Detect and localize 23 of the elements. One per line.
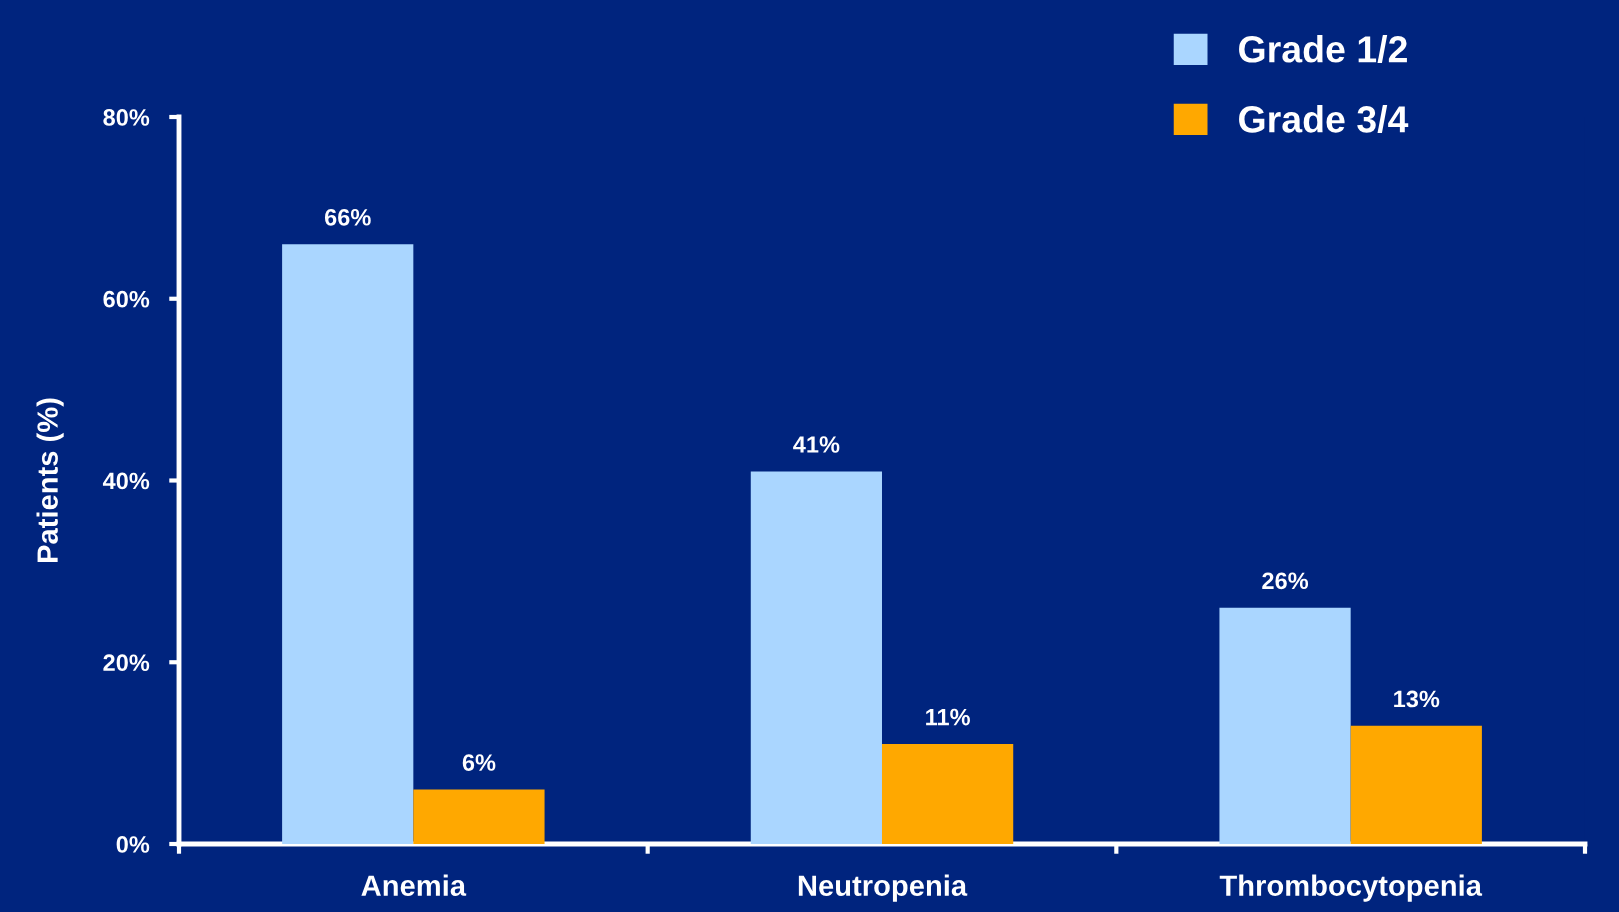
x-tick-label: Anemia bbox=[361, 874, 467, 896]
x-tick-label: Thrombocytopenia bbox=[1219, 874, 1483, 902]
y-tick-label: 80% bbox=[103, 109, 150, 126]
bar bbox=[1350, 725, 1482, 844]
bar bbox=[413, 789, 545, 844]
y-tick-label: 0% bbox=[116, 836, 150, 853]
data-label: 41% bbox=[793, 436, 840, 453]
bar bbox=[882, 744, 1014, 844]
data-label: 6% bbox=[462, 754, 496, 771]
data-label: 66% bbox=[324, 208, 371, 226]
data-label: 13% bbox=[1394, 690, 1440, 708]
data-label: 26% bbox=[1262, 572, 1309, 590]
y-tick-label: 60% bbox=[103, 290, 150, 308]
bar bbox=[1219, 607, 1351, 844]
x-tick-label: Neutropenia bbox=[798, 874, 968, 902]
y-tick-label: 20% bbox=[103, 654, 150, 672]
y-axis-title: Patients (%) bbox=[36, 398, 64, 563]
bar bbox=[750, 471, 882, 844]
data-label: 11% bbox=[926, 708, 970, 726]
legend-label: Grade 1/2 bbox=[1239, 35, 1407, 63]
bar bbox=[282, 244, 414, 844]
legend-label: Grade 3/4 bbox=[1239, 105, 1409, 134]
y-tick-label: 40% bbox=[102, 472, 150, 490]
